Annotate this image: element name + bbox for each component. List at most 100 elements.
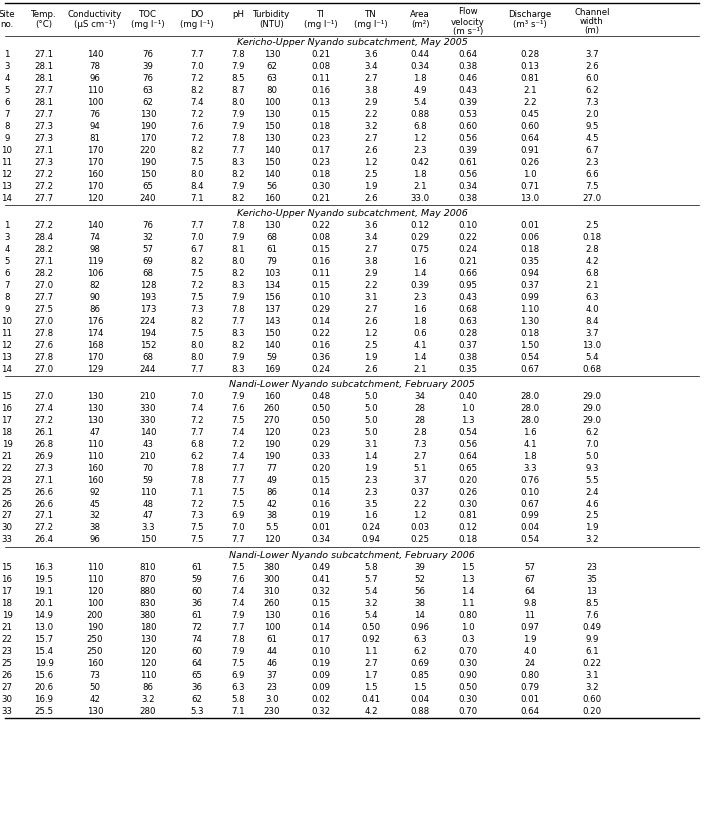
Text: 76: 76 <box>142 50 153 59</box>
Text: DO: DO <box>190 10 203 19</box>
Text: 4.1: 4.1 <box>523 440 537 449</box>
Text: 7.0: 7.0 <box>585 440 599 449</box>
Text: 1.2: 1.2 <box>413 133 427 142</box>
Text: 28: 28 <box>415 416 425 425</box>
Text: 2.1: 2.1 <box>585 280 599 289</box>
Text: 5: 5 <box>4 86 10 95</box>
Text: 0.23: 0.23 <box>311 427 331 436</box>
Text: 6.9: 6.9 <box>231 511 245 520</box>
Text: 5.3: 5.3 <box>190 707 204 716</box>
Text: 4.2: 4.2 <box>585 257 599 266</box>
Text: 4.0: 4.0 <box>523 646 537 655</box>
Text: 8.5: 8.5 <box>585 599 599 608</box>
Text: 3.5: 3.5 <box>364 499 378 508</box>
Text: 0.16: 0.16 <box>311 499 331 508</box>
Text: 5.0: 5.0 <box>364 391 378 400</box>
Text: 27.2: 27.2 <box>34 221 54 230</box>
Text: 68: 68 <box>267 233 277 242</box>
Text: 13.0: 13.0 <box>582 341 601 350</box>
Text: 42: 42 <box>89 694 101 703</box>
Text: 0.50: 0.50 <box>458 682 477 691</box>
Text: 0.43: 0.43 <box>458 86 477 95</box>
Text: 5: 5 <box>4 257 10 266</box>
Text: 137: 137 <box>264 305 280 314</box>
Text: 8.2: 8.2 <box>190 316 204 325</box>
Text: 169: 169 <box>264 364 280 373</box>
Text: 13: 13 <box>1 181 13 190</box>
Text: 0.45: 0.45 <box>520 109 539 118</box>
Text: Temp.: Temp. <box>31 10 57 19</box>
Text: 1.5: 1.5 <box>461 562 474 572</box>
Text: 120: 120 <box>87 194 103 203</box>
Text: 5.0: 5.0 <box>585 452 599 461</box>
Text: 0.40: 0.40 <box>458 391 477 400</box>
Text: 0.42: 0.42 <box>410 158 429 167</box>
Text: 13.0: 13.0 <box>34 623 54 632</box>
Text: 11: 11 <box>524 610 536 619</box>
Text: 1.9: 1.9 <box>523 635 536 644</box>
Text: 0.22: 0.22 <box>311 328 331 337</box>
Text: 0.15: 0.15 <box>311 475 331 484</box>
Text: 0.64: 0.64 <box>458 452 477 461</box>
Text: 8.1: 8.1 <box>231 244 245 253</box>
Text: 0.08: 0.08 <box>311 61 331 70</box>
Text: 0.19: 0.19 <box>311 659 330 667</box>
Text: 190: 190 <box>264 452 280 461</box>
Text: 0.22: 0.22 <box>582 659 601 667</box>
Text: 0.02: 0.02 <box>311 694 331 703</box>
Text: 3.2: 3.2 <box>585 682 599 691</box>
Text: 14: 14 <box>1 364 13 373</box>
Text: 0.39: 0.39 <box>410 280 429 289</box>
Text: 0.15: 0.15 <box>311 280 331 289</box>
Text: 29.0: 29.0 <box>582 404 601 413</box>
Text: 830: 830 <box>140 599 156 608</box>
Text: 5.4: 5.4 <box>585 352 599 361</box>
Text: 1.3: 1.3 <box>461 574 474 583</box>
Text: 26.9: 26.9 <box>34 452 54 461</box>
Text: 120: 120 <box>140 646 156 655</box>
Text: 7.5: 7.5 <box>231 562 245 572</box>
Text: 0.54: 0.54 <box>520 535 539 544</box>
Text: 0.38: 0.38 <box>458 194 477 203</box>
Text: Flow: Flow <box>458 7 478 16</box>
Text: 2.3: 2.3 <box>585 158 599 167</box>
Text: 120: 120 <box>264 427 280 436</box>
Text: 3.1: 3.1 <box>364 292 378 301</box>
Text: 143: 143 <box>264 316 280 325</box>
Text: 0.18: 0.18 <box>520 244 539 253</box>
Text: 170: 170 <box>87 158 103 167</box>
Text: 8.3: 8.3 <box>231 280 245 289</box>
Text: 26.4: 26.4 <box>34 535 54 544</box>
Text: 7.2: 7.2 <box>190 280 204 289</box>
Text: 9.5: 9.5 <box>585 122 598 131</box>
Text: 7.3: 7.3 <box>413 440 427 449</box>
Text: 27.2: 27.2 <box>34 416 54 425</box>
Text: 0.11: 0.11 <box>311 269 331 278</box>
Text: 2.2: 2.2 <box>364 280 378 289</box>
Text: 1.2: 1.2 <box>413 511 427 520</box>
Text: 0.92: 0.92 <box>361 635 380 644</box>
Text: 29.0: 29.0 <box>582 416 601 425</box>
Text: 78: 78 <box>89 61 101 70</box>
Text: 6: 6 <box>4 269 10 278</box>
Text: 0.01: 0.01 <box>520 221 539 230</box>
Text: 150: 150 <box>140 535 156 544</box>
Text: 30: 30 <box>1 694 13 703</box>
Text: 0.39: 0.39 <box>458 145 477 154</box>
Text: 1.5: 1.5 <box>413 682 427 691</box>
Text: 2.2: 2.2 <box>364 109 378 118</box>
Text: 7.4: 7.4 <box>190 97 204 106</box>
Text: 27: 27 <box>1 682 13 691</box>
Text: 160: 160 <box>264 194 280 203</box>
Text: 28: 28 <box>415 404 425 413</box>
Text: 56: 56 <box>267 181 277 190</box>
Text: (NTU): (NTU) <box>260 20 284 29</box>
Text: 74: 74 <box>89 233 101 242</box>
Text: 1.6: 1.6 <box>364 511 378 520</box>
Text: 3.2: 3.2 <box>142 694 155 703</box>
Text: 36: 36 <box>191 599 203 608</box>
Text: 5.5: 5.5 <box>585 475 599 484</box>
Text: 25: 25 <box>1 659 13 667</box>
Text: 43: 43 <box>142 440 153 449</box>
Text: 15.7: 15.7 <box>34 635 54 644</box>
